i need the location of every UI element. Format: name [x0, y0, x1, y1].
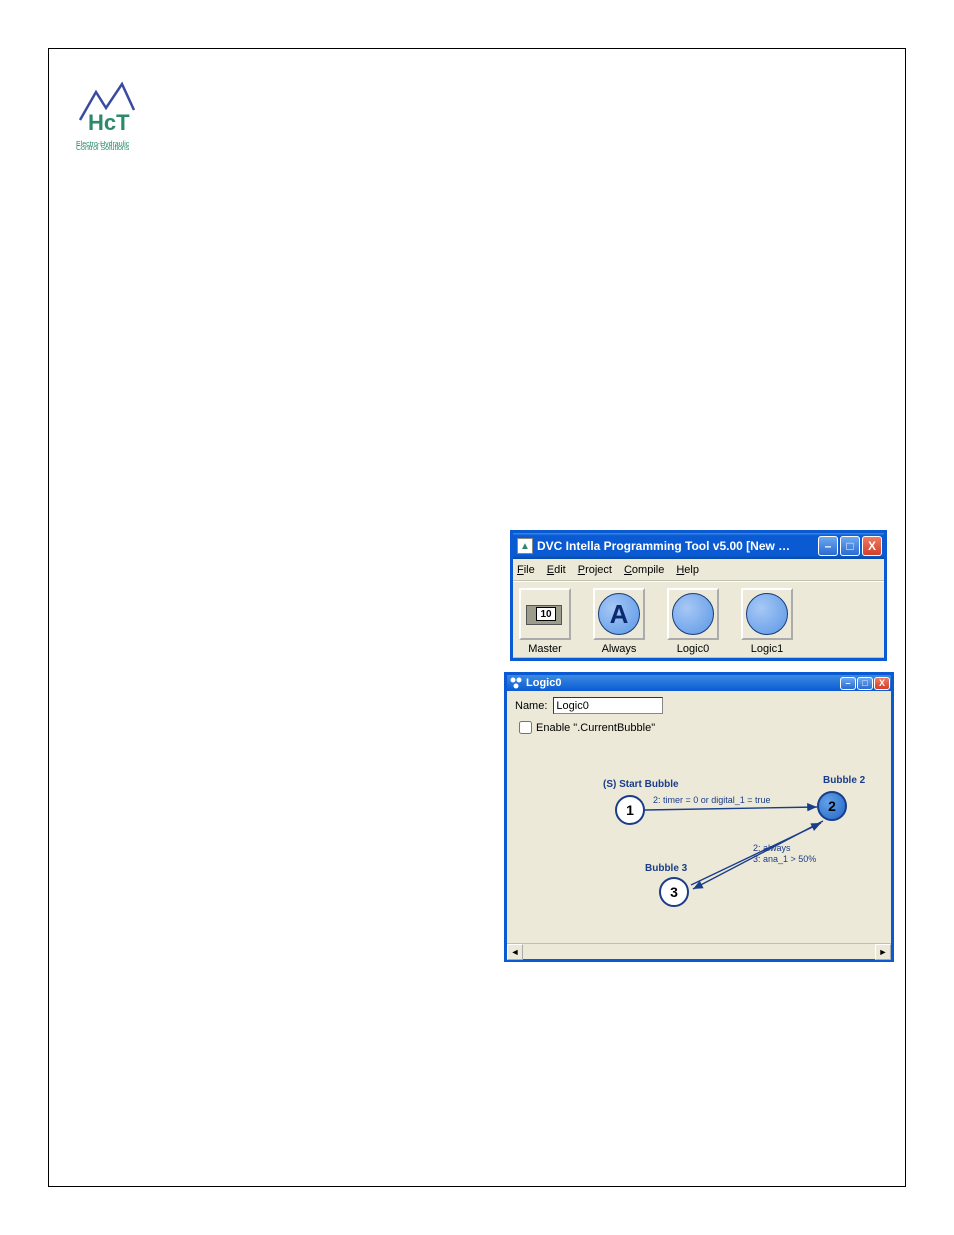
- edge-2-3-label-a: 2: always: [753, 843, 791, 853]
- scroll-left-button[interactable]: ◄: [507, 944, 523, 960]
- menubar: File Edit Project Compile Help: [513, 559, 884, 581]
- always-icon: A: [598, 593, 640, 635]
- minimize-button[interactable]: –: [818, 536, 838, 556]
- maximize-button[interactable]: □: [840, 536, 860, 556]
- logic0-titlebar[interactable]: Logic0 – □ X: [507, 675, 891, 691]
- logic0-close-button[interactable]: X: [874, 677, 890, 690]
- menu-file[interactable]: File: [517, 564, 535, 576]
- logic0-icon: [672, 593, 714, 635]
- bubble-2[interactable]: 2: [817, 791, 847, 821]
- logo-subtitle-2: Control Solutions: [76, 145, 166, 153]
- main-title: DVC Intella Programming Tool v5.00 [New …: [537, 539, 818, 553]
- bubble-1[interactable]: 1: [615, 795, 645, 825]
- logic0-title: Logic0: [526, 677, 840, 689]
- bubble2-label: Bubble 2: [823, 775, 865, 786]
- menu-edit[interactable]: Edit: [547, 564, 566, 576]
- edge-2-3-label-b: 3: ana_1 > 50%: [753, 854, 816, 864]
- enable-currentbubble-label: Enable ".CurrentBubble": [536, 722, 655, 734]
- menu-project[interactable]: Project: [578, 564, 612, 576]
- app-icon: ▲: [517, 538, 533, 554]
- enable-currentbubble-row: Enable ".CurrentBubble": [515, 718, 883, 737]
- name-field-row: Name:: [515, 697, 883, 714]
- tile-logic0[interactable]: Logic0: [667, 588, 719, 655]
- tile-always[interactable]: A Always: [593, 588, 645, 655]
- logic0-window-icon: [510, 677, 522, 689]
- logic0-minimize-button[interactable]: –: [840, 677, 856, 690]
- logic1-icon: [746, 593, 788, 635]
- tile-logic1[interactable]: Logic1: [741, 588, 793, 655]
- name-label: Name:: [515, 700, 547, 712]
- tile-logic1-label: Logic1: [751, 643, 783, 655]
- toolbar: 10 Master A Always Logic0 Logic1: [513, 581, 884, 658]
- bubble1-label: (S) Start Bubble: [603, 779, 679, 790]
- tile-always-label: Always: [602, 643, 637, 655]
- tile-logic0-label: Logic0: [677, 643, 709, 655]
- logo-brand-text: HcT: [88, 110, 130, 135]
- bubble-diagram[interactable]: (S) Start Bubble 1 Bubble 2 2 Bubble 3 3…: [507, 747, 891, 943]
- edge-1-2-label: 2: timer = 0 or digital_1 = true: [653, 795, 771, 805]
- main-titlebar[interactable]: ▲ DVC Intella Programming Tool v5.00 [Ne…: [513, 533, 884, 559]
- menu-compile[interactable]: Compile: [624, 564, 664, 576]
- logic0-window: Logic0 – □ X Name: Enable ".CurrentBubbl…: [504, 672, 894, 962]
- menu-help[interactable]: Help: [676, 564, 699, 576]
- enable-currentbubble-checkbox[interactable]: [519, 721, 532, 734]
- bubble-3[interactable]: 3: [659, 877, 689, 907]
- main-window: ▲ DVC Intella Programming Tool v5.00 [Ne…: [510, 530, 887, 661]
- horizontal-scrollbar[interactable]: ◄ ►: [507, 943, 891, 959]
- tile-master-label: Master: [528, 643, 562, 655]
- name-input[interactable]: [553, 697, 663, 714]
- bubble3-label: Bubble 3: [645, 863, 687, 874]
- scroll-right-button[interactable]: ►: [875, 944, 891, 960]
- close-button[interactable]: X: [862, 536, 882, 556]
- tile-master[interactable]: 10 Master: [519, 588, 571, 655]
- hct-logo: HcT Electro-Hydraulic Control Solutions: [76, 80, 166, 152]
- logic0-maximize-button[interactable]: □: [857, 677, 873, 690]
- master-icon: 10: [522, 599, 568, 629]
